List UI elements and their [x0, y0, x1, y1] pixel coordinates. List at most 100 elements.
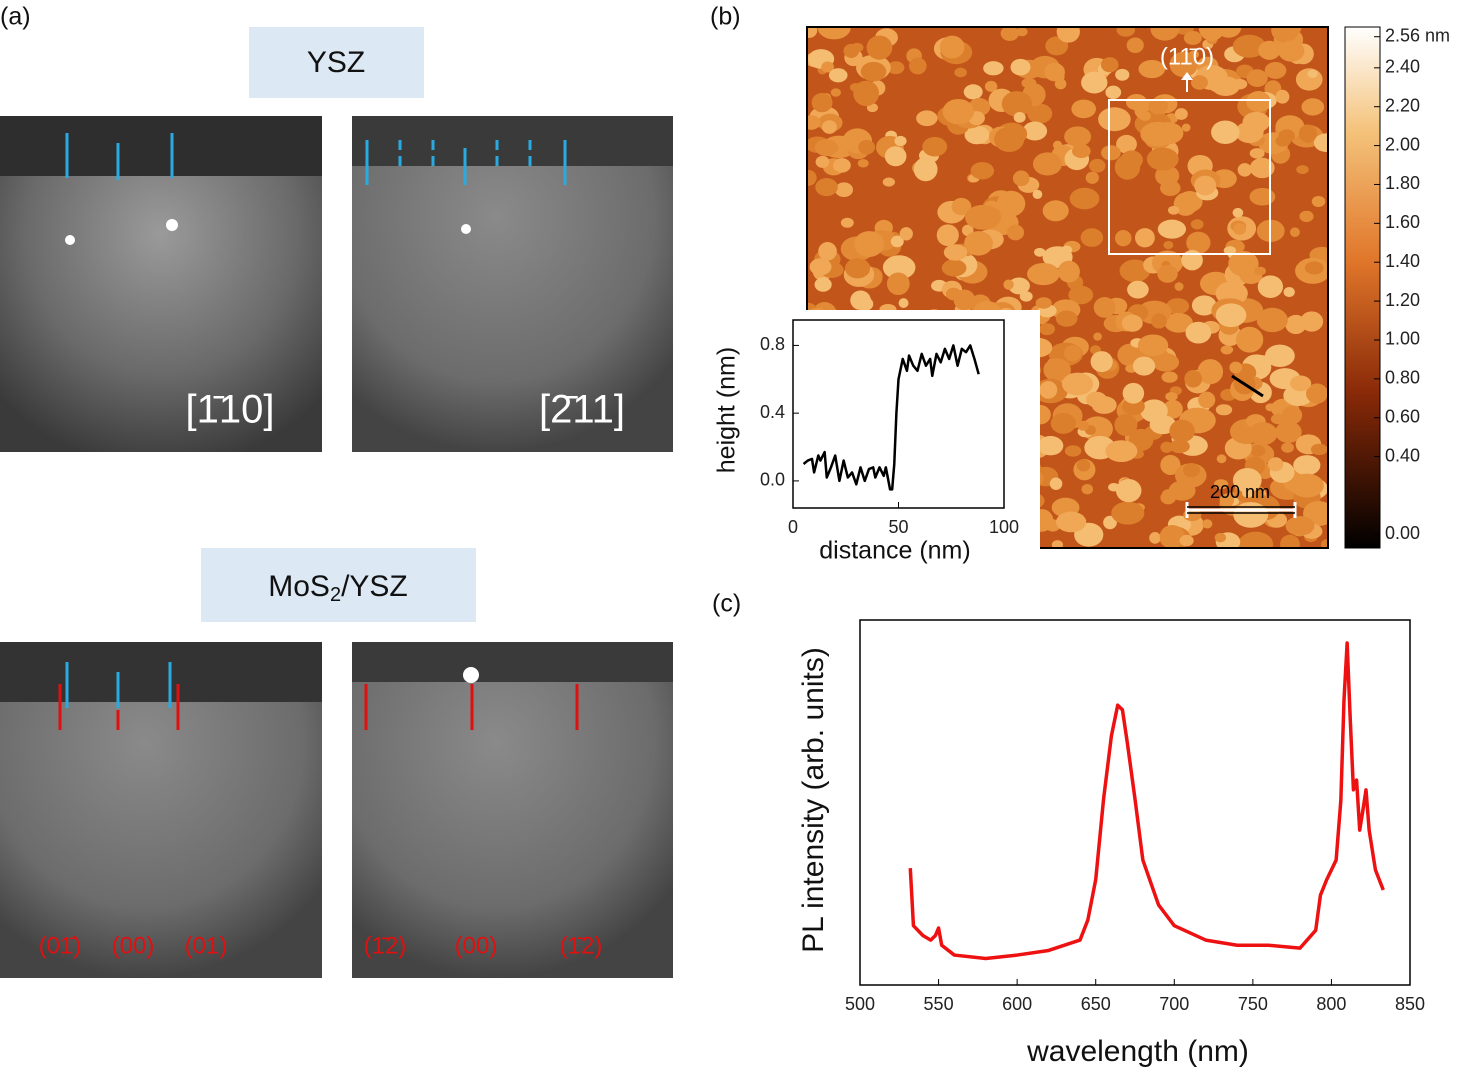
grain — [1121, 314, 1143, 332]
grain — [1157, 264, 1178, 283]
grain — [1283, 286, 1295, 298]
grain — [1301, 98, 1325, 116]
grain — [1049, 477, 1063, 490]
grain — [1232, 207, 1244, 218]
grain — [1183, 30, 1202, 45]
grain — [1132, 356, 1156, 376]
grain — [1216, 454, 1227, 464]
grain — [1034, 247, 1046, 257]
grain — [1137, 334, 1169, 357]
y-tick-label: 0.4 — [760, 402, 785, 422]
grain — [1281, 442, 1294, 453]
grain — [1000, 27, 1019, 41]
grain — [1081, 484, 1094, 495]
grain — [821, 120, 837, 134]
grain — [882, 177, 895, 187]
grain — [1081, 71, 1108, 94]
grain — [1285, 516, 1315, 536]
grain — [1086, 391, 1107, 408]
grain — [814, 139, 839, 157]
grain — [828, 68, 848, 83]
grain — [922, 136, 948, 157]
grain — [941, 259, 967, 277]
streak-label: (00) — [455, 932, 498, 959]
x-tick-label: 600 — [1002, 994, 1032, 1014]
grain — [1211, 120, 1240, 145]
grain — [1214, 479, 1229, 490]
grain — [1185, 321, 1212, 344]
panel-label: (a) — [0, 3, 31, 31]
grain — [994, 126, 1025, 152]
grain — [1220, 345, 1233, 355]
x-tick-label: 800 — [1316, 994, 1346, 1014]
streak-label: (00) — [112, 932, 155, 959]
grain — [943, 244, 968, 261]
colorbar-label: 2.56 nm — [1385, 25, 1450, 45]
grain — [894, 135, 907, 147]
grain — [1093, 297, 1116, 318]
grain — [857, 158, 869, 168]
grain — [886, 272, 910, 296]
direction-label: (11̄0) — [1160, 43, 1214, 70]
grain — [1149, 415, 1176, 435]
grain — [854, 231, 885, 257]
grain — [1223, 246, 1237, 255]
grain — [821, 61, 834, 73]
grain — [1320, 538, 1328, 548]
grain — [1242, 488, 1254, 498]
streak-label: (01) — [185, 932, 228, 959]
grain — [1289, 227, 1300, 238]
azimuth: [2̄11] — [539, 388, 625, 432]
grain — [1077, 420, 1089, 431]
grain — [1249, 148, 1265, 159]
grain — [951, 197, 972, 216]
grain — [882, 255, 916, 280]
streak-label: (1̄2) — [364, 932, 407, 959]
grain — [1071, 144, 1091, 159]
grain — [1181, 123, 1191, 132]
grain — [1190, 219, 1204, 230]
grain — [1073, 289, 1087, 303]
grain — [1076, 459, 1091, 472]
grain — [1027, 103, 1053, 124]
grain — [1165, 392, 1178, 401]
streak-label: (01̄) — [39, 932, 82, 959]
grain — [1190, 75, 1208, 90]
grain — [1037, 435, 1064, 456]
grain — [1194, 410, 1208, 422]
grain — [1293, 455, 1321, 476]
grain — [1135, 507, 1144, 516]
grain — [1296, 165, 1309, 175]
grain — [1248, 422, 1278, 446]
colorbar-label: 1.40 — [1385, 251, 1420, 271]
grain — [1174, 108, 1188, 120]
grain — [1027, 262, 1060, 286]
grain — [1161, 371, 1178, 383]
roi-box — [1108, 99, 1271, 255]
grain — [954, 67, 967, 78]
grain — [1138, 59, 1166, 79]
grain — [913, 157, 938, 182]
grain — [1050, 412, 1076, 434]
grain — [1127, 280, 1149, 299]
grain — [1119, 259, 1151, 283]
scale-bar-outline — [1187, 506, 1295, 514]
grain — [844, 258, 871, 279]
grain — [1202, 519, 1213, 529]
grain — [1055, 310, 1078, 327]
grain — [1233, 223, 1246, 235]
grain — [898, 298, 909, 308]
grain — [1238, 531, 1274, 548]
grain — [1060, 245, 1073, 255]
x-tick-label: 850 — [1395, 994, 1425, 1014]
grain — [1115, 68, 1130, 81]
inset-bg — [700, 310, 1040, 570]
grain — [1186, 231, 1211, 254]
grain — [1140, 121, 1177, 147]
scale-bar — [1185, 502, 1297, 518]
grain — [1174, 282, 1184, 291]
grain — [1183, 463, 1200, 478]
grain — [936, 224, 959, 247]
grain — [840, 217, 854, 228]
